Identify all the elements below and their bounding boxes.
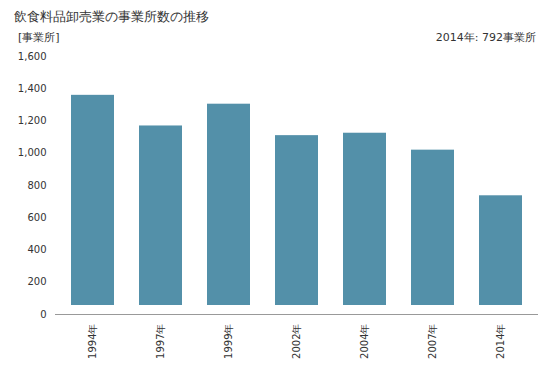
svg-text:200: 200 (27, 276, 46, 287)
html-text:飲食料品卸売業の事業所数の推移: 飲食料品卸売業の事業所数の推移 (14, 9, 209, 24)
svg-text:1,000: 1,000 (18, 147, 47, 158)
svg-text:2004年: 2004年 (359, 324, 370, 359)
svg-text:1,600: 1,600 (18, 51, 47, 62)
svg-text:1994年: 1994年 (87, 324, 98, 359)
html-text:[事業所]: [事業所] (18, 31, 60, 44)
svg-text:600: 600 (27, 212, 46, 223)
svg-text:1,200: 1,200 (18, 115, 47, 126)
svg-text:1997年: 1997年 (155, 324, 166, 359)
svg-text:1,400: 1,400 (18, 83, 47, 94)
svg-text:2014年: 2014年 (495, 324, 506, 359)
html-text:2014年: 792事業所: 2014年: 792事業所 (435, 31, 536, 44)
svg-text:2002年: 2002年 (291, 324, 302, 359)
svg-text:400: 400 (27, 244, 46, 255)
svg-text:0: 0 (40, 309, 46, 320)
svg-text:2007年: 2007年 (427, 324, 438, 359)
svg-text:800: 800 (27, 180, 46, 191)
svg-text:1999年: 1999年 (223, 324, 234, 359)
